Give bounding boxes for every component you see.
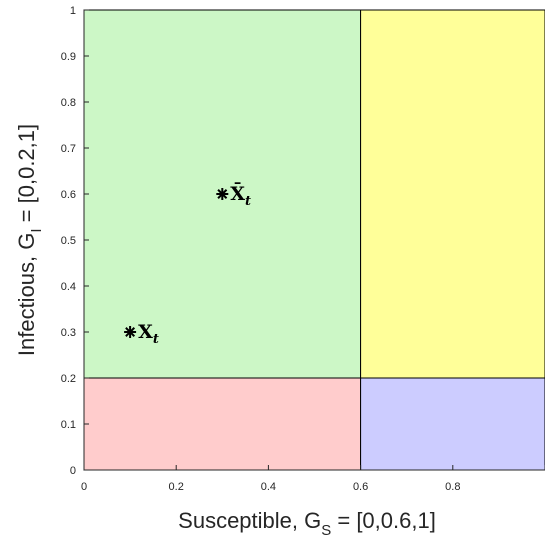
region-4 (360, 377, 545, 471)
x-tick-label: 0.8 (445, 481, 460, 493)
x-axis-title: Susceptible, GS = [0,0.6,1] (178, 508, 436, 539)
y-tick-label: 0.6 (61, 189, 76, 201)
y-tick-label: 1 (70, 5, 76, 17)
data-point-label-main: X (138, 321, 153, 343)
y-tick-label: 0.7 (61, 143, 76, 155)
y-tick-label: 0.4 (61, 281, 76, 293)
data-point-label-sub: t (153, 332, 159, 347)
y-axis-title: Infectious, GI = [0,0.2,1] (14, 124, 45, 356)
region-3 (83, 377, 362, 471)
y-tick-label: 0 (70, 465, 76, 477)
marker-stroke (125, 327, 136, 337)
x-tick-label: 0.6 (353, 481, 368, 493)
x-tick-label: 0 (81, 481, 87, 493)
marker-stroke (217, 189, 228, 199)
y-tick-label: 0.9 (61, 51, 76, 63)
x-tick-label: 0.2 (169, 481, 184, 493)
region-2 (360, 9, 545, 379)
data-point-label-main: X̄ (230, 183, 245, 205)
data-point-marker (216, 188, 229, 200)
y-tick-label: 0.8 (61, 97, 76, 109)
data-point-label: Xt (138, 321, 159, 347)
regions-layer (83, 9, 545, 471)
axes-layer: 0 0.2 0.4 0.6 0.8 1 0 0.1 0.2 0.3 0.4 0.5 0.6 0.7 0.8 0… (61, 5, 545, 493)
y-tick-label: 0.1 (61, 419, 76, 431)
data-point-label: X̄t (230, 183, 251, 209)
y-tick-label: 0.5 (61, 235, 76, 247)
data-point-marker (124, 326, 137, 338)
x-tick-label: 0.4 (261, 481, 276, 493)
y-tick-label: 0.3 (61, 327, 76, 339)
data-point-label-sub: t (245, 194, 251, 209)
y-tick-label: 0.2 (61, 373, 76, 385)
points-layer: XtX̄t (124, 183, 251, 347)
